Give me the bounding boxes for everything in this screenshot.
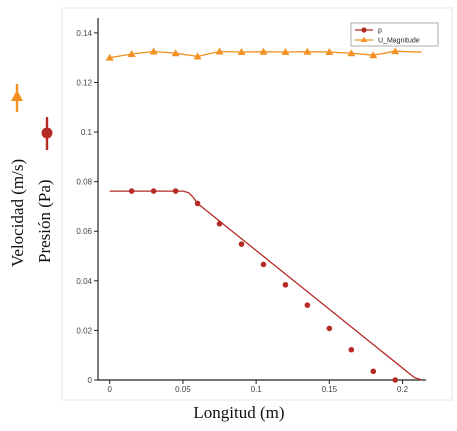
data-point-u-magnitude [237, 47, 246, 55]
x-tick-label: 0.05 [175, 385, 191, 394]
y-swatch-triangle-icon [11, 90, 23, 101]
legend-marker-p [361, 27, 367, 33]
plot-series [105, 47, 422, 383]
y-tick-label: 0.02 [76, 326, 92, 335]
y-tick-label: 0.08 [76, 178, 92, 187]
data-point-p [392, 377, 399, 383]
data-point-p [326, 325, 333, 332]
x-tick-label: 0 [107, 385, 112, 394]
y-tick-label: 0 [88, 376, 93, 385]
data-point-p [128, 188, 135, 194]
y-tick-label: 0.14 [76, 29, 92, 38]
data-point-u-magnitude [105, 53, 114, 61]
y-axis-title-presion: Presión (Pa) [35, 179, 54, 263]
y-tick-label: 0.04 [76, 277, 92, 286]
data-point-u-magnitude [193, 52, 202, 60]
data-point-p [260, 261, 267, 268]
x-tick-label: 0.2 [397, 385, 409, 394]
data-point-u-magnitude [369, 51, 378, 59]
data-point-u-magnitude [281, 47, 290, 55]
x-tick-label: 0.1 [251, 385, 263, 394]
data-point-u-magnitude [325, 47, 334, 55]
data-point-p [370, 368, 377, 375]
data-point-p [348, 346, 355, 353]
data-point-u-magnitude [259, 47, 268, 55]
data-point-p [172, 188, 179, 194]
y-title-velocidad-swatch [11, 84, 23, 112]
data-point-p [194, 200, 201, 207]
series-line-p [109, 190, 422, 381]
data-point-p [216, 220, 223, 227]
data-point-u-magnitude [347, 49, 356, 57]
data-point-u-magnitude [149, 47, 158, 55]
y-axis-titles: Velocidad (m/s) Presión (Pa) [8, 84, 54, 267]
data-point-u-magnitude [171, 49, 180, 57]
data-point-p [238, 241, 245, 247]
y-title-presion-swatch [41, 117, 53, 150]
chart-panel [61, 7, 453, 401]
legend-label-u-magnitude: U_Magnitude [378, 38, 420, 45]
x-axis-ticks: 0 0.05 0.1 0.15 0.2 [107, 380, 409, 394]
legend-label-p: p [378, 28, 382, 35]
y-axis-ticks: 0 0.02 0.04 0.06 0.08 0.1 0.12 0.14 [76, 29, 98, 385]
data-point-u-magnitude [215, 47, 224, 55]
data-point-p [150, 188, 157, 194]
legend: p U_Magnitude [350, 22, 439, 47]
data-point-u-magnitude [127, 49, 136, 57]
y-swatch-circle-icon [41, 127, 53, 139]
data-point-u-magnitude [391, 47, 400, 55]
data-point-p [304, 302, 311, 308]
data-point-u-magnitude [303, 47, 312, 55]
y-tick-label: 0.12 [76, 78, 92, 87]
legend-marker-u-magnitude [360, 36, 368, 42]
y-tick-label: 0.06 [76, 227, 92, 236]
x-tick-label: 0.15 [322, 385, 338, 394]
y-tick-label: 0.1 [81, 128, 93, 137]
data-point-p [282, 281, 289, 288]
x-axis-title: Longitud (m) [193, 403, 284, 422]
y-axis-title-velocidad: Velocidad (m/s) [8, 159, 27, 267]
